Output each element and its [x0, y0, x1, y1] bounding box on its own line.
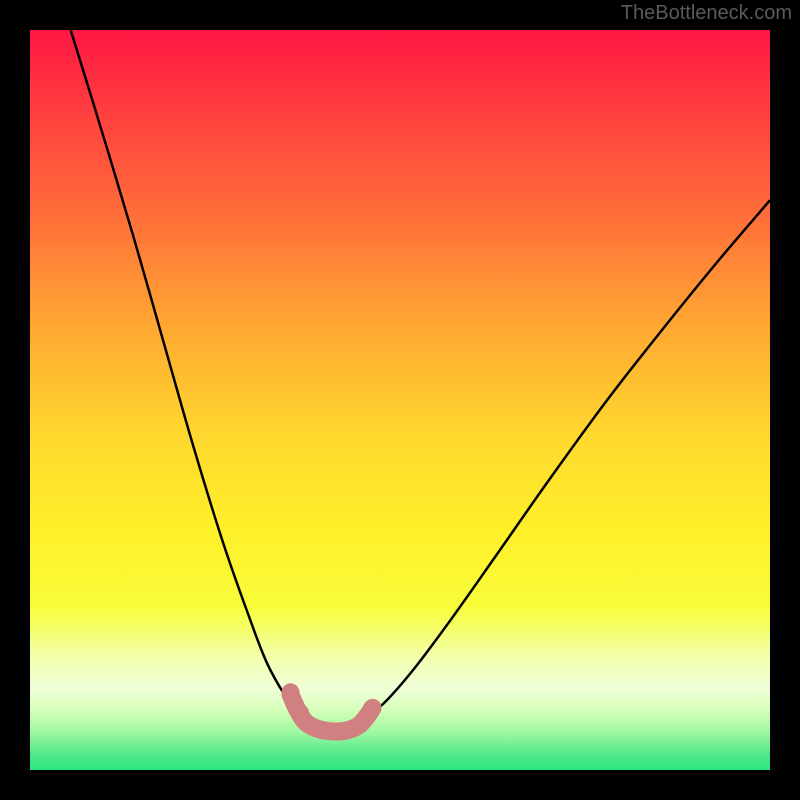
- valley-dot: [363, 700, 381, 718]
- valley-dot: [281, 683, 299, 701]
- bottleneck-chart: [30, 30, 770, 770]
- valley-dot: [291, 704, 309, 722]
- watermark-text: TheBottleneck.com: [621, 2, 792, 25]
- gradient-background: [30, 30, 770, 770]
- chart-frame: TheBottleneck.com: [0, 0, 800, 800]
